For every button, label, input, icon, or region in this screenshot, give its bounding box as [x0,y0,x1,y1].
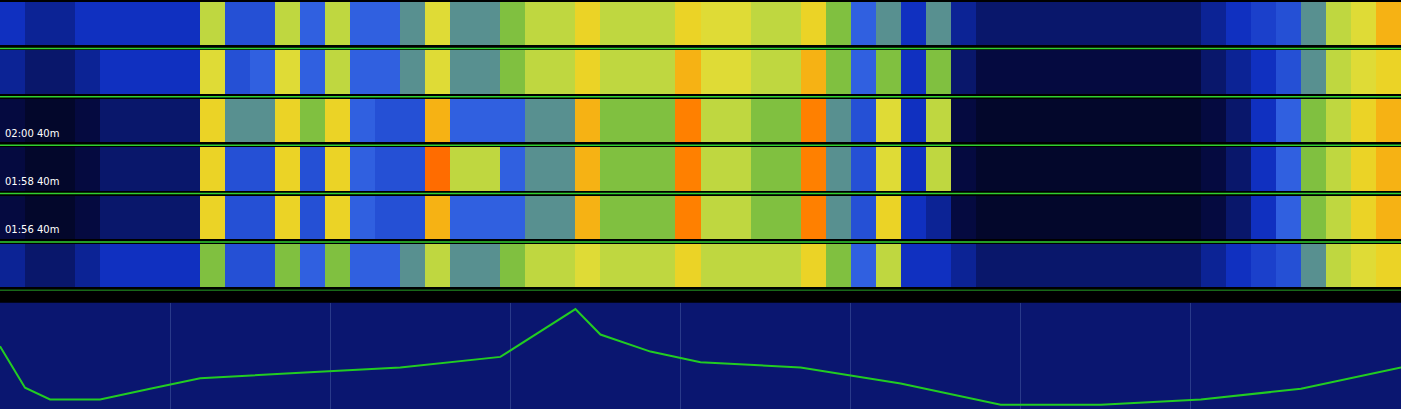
svg-text:01:56 40m: 01:56 40m [5,224,59,235]
svg-text:02:00 40m: 02:00 40m [5,128,59,139]
svg-text:01:58 40m: 01:58 40m [5,176,59,187]
